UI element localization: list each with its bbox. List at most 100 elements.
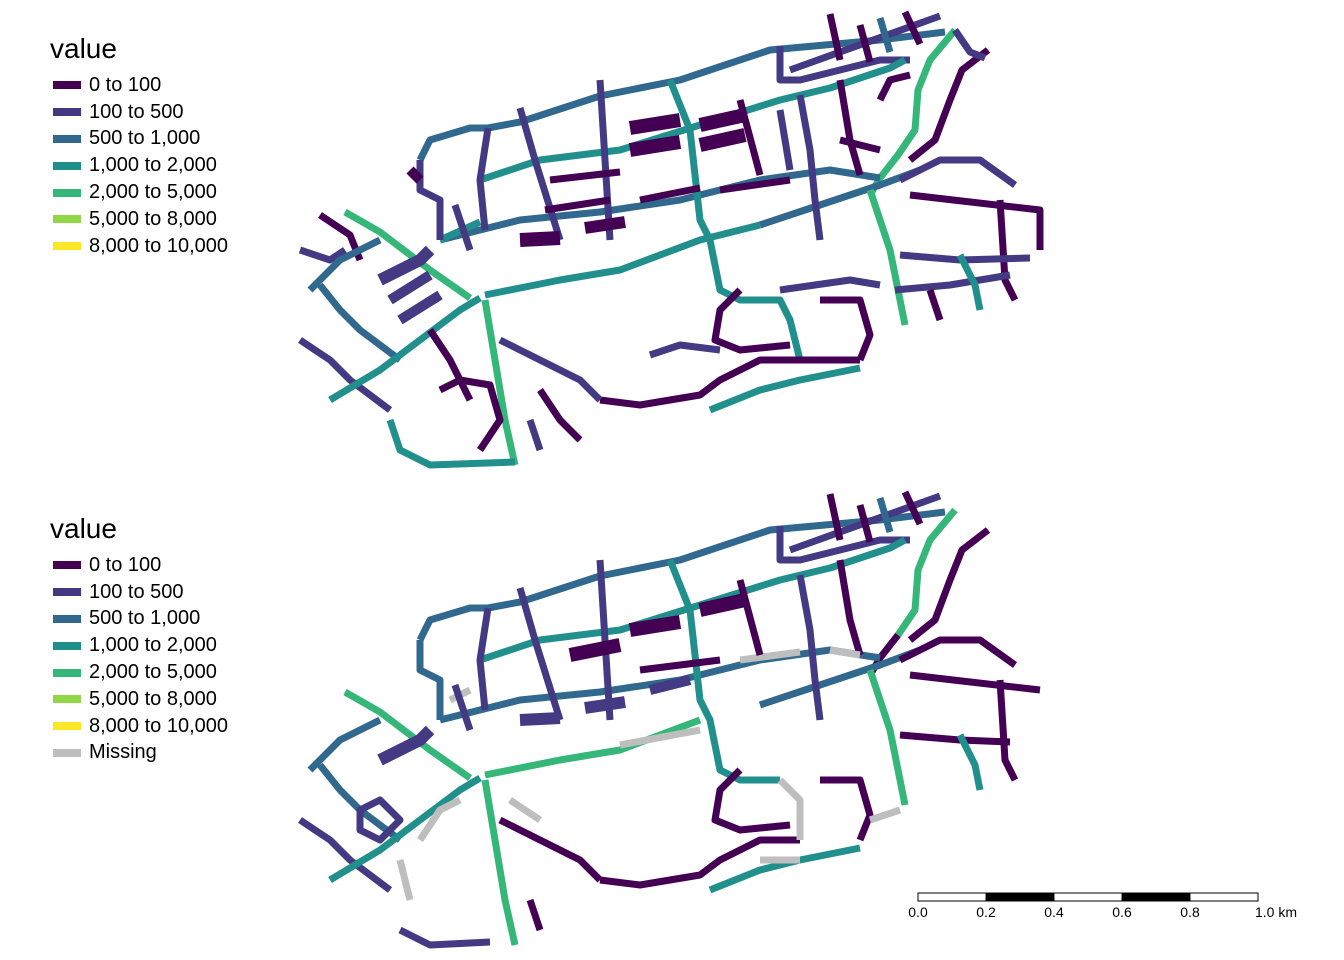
road: [298, 246, 347, 264]
road: [666, 78, 804, 361]
legend-item: 1,000 to 2,000: [50, 152, 228, 179]
road: [298, 817, 393, 893]
legend-top: value 0 to 100 100 to 500 500 to 1,000 1…: [50, 34, 228, 260]
road: [907, 527, 991, 643]
road: [736, 99, 764, 176]
road: [438, 376, 504, 452]
legend-swatch: [53, 242, 81, 251]
road: [516, 587, 564, 722]
road: [526, 898, 544, 932]
road: [856, 24, 874, 63]
road: [599, 356, 860, 409]
legend-swatch: [53, 108, 81, 117]
road: [498, 336, 603, 403]
road: [894, 271, 1011, 294]
road: [639, 656, 721, 674]
road: [519, 712, 561, 726]
road: [648, 341, 721, 359]
legend-swatch: [53, 215, 81, 224]
legend-label: 100 to 500: [89, 580, 184, 603]
legend-label: 0 to 100: [89, 73, 162, 96]
road: [481, 299, 519, 466]
road: [899, 731, 1011, 746]
legend-label: 5,000 to 8,000: [89, 207, 217, 230]
legend-item: 5,000 to 8,000: [50, 206, 228, 233]
road: [484, 221, 761, 299]
scale-label: 0.8: [1180, 904, 1200, 920]
road: [826, 493, 844, 541]
road: [343, 688, 473, 781]
road: [377, 245, 435, 286]
road: [777, 777, 804, 840]
legend-title: value: [50, 513, 117, 544]
road: [498, 816, 603, 883]
legend-item: 500 to 1,000: [50, 606, 228, 633]
scale-label: 0.2: [976, 904, 996, 920]
legend-item: 8,000 to 10,000: [50, 233, 228, 260]
road: [698, 593, 747, 617]
road: [868, 806, 902, 824]
scale-label: 0.0: [908, 904, 928, 920]
road: [396, 859, 414, 901]
road: [317, 762, 403, 843]
legend-item: 2,000 to 5,000: [50, 179, 228, 206]
road: [387, 270, 433, 305]
road: [739, 648, 801, 664]
road: [901, 490, 924, 526]
road: [698, 128, 747, 152]
legend-label: 0 to 100: [89, 553, 162, 576]
scale-label: 0.4: [1044, 904, 1064, 920]
legend-item: 100 to 500: [50, 579, 228, 606]
road: [648, 675, 692, 695]
legend-item: 0 to 100: [50, 72, 228, 99]
road: [820, 776, 874, 842]
legend-label: Missing: [89, 741, 157, 764]
scale-bar: 0.0 0.2 0.4 0.6 0.8 1.0 km: [900, 888, 1320, 928]
legend-item: 2,000 to 5,000: [50, 659, 228, 686]
legend-swatch: [53, 668, 81, 677]
road: [736, 579, 764, 656]
road: [487, 28, 946, 132]
legend-label: 8,000 to 10,000: [89, 714, 229, 737]
road: [866, 188, 909, 326]
road: [544, 196, 611, 214]
legend-item: 500 to 1,000: [50, 126, 228, 153]
road: [996, 679, 1019, 782]
road: [619, 726, 701, 749]
road: [328, 774, 482, 884]
road: [584, 216, 626, 234]
road: [898, 636, 1018, 668]
road: [628, 113, 682, 135]
road: [639, 184, 701, 204]
road: [386, 418, 516, 469]
road: [328, 294, 482, 404]
legend-label: 1,000 to 2,000: [89, 154, 217, 177]
road: [839, 136, 881, 154]
legend-label: 2,000 to 5,000: [89, 181, 217, 204]
road: [996, 199, 1019, 302]
road: [628, 135, 682, 157]
road: [537, 388, 583, 443]
road: [481, 779, 519, 946]
road: [451, 683, 474, 732]
road: [398, 926, 491, 949]
legend-label: 500 to 1,000: [89, 127, 201, 150]
road: [568, 638, 622, 662]
road: [779, 276, 881, 294]
road: [711, 767, 791, 834]
road: [584, 696, 626, 714]
road: [487, 508, 946, 612]
road: [356, 796, 404, 844]
road: [596, 79, 614, 241]
road: [708, 364, 861, 414]
road: [898, 156, 1018, 188]
legend-item: 1,000 to 2,000: [50, 632, 228, 659]
road: [909, 671, 1041, 694]
road: [406, 166, 424, 184]
legend-item: 5,000 to 8,000: [50, 686, 228, 713]
road: [416, 124, 488, 162]
road: [901, 10, 924, 46]
road: [451, 203, 474, 252]
road: [596, 559, 614, 721]
road: [907, 47, 991, 163]
